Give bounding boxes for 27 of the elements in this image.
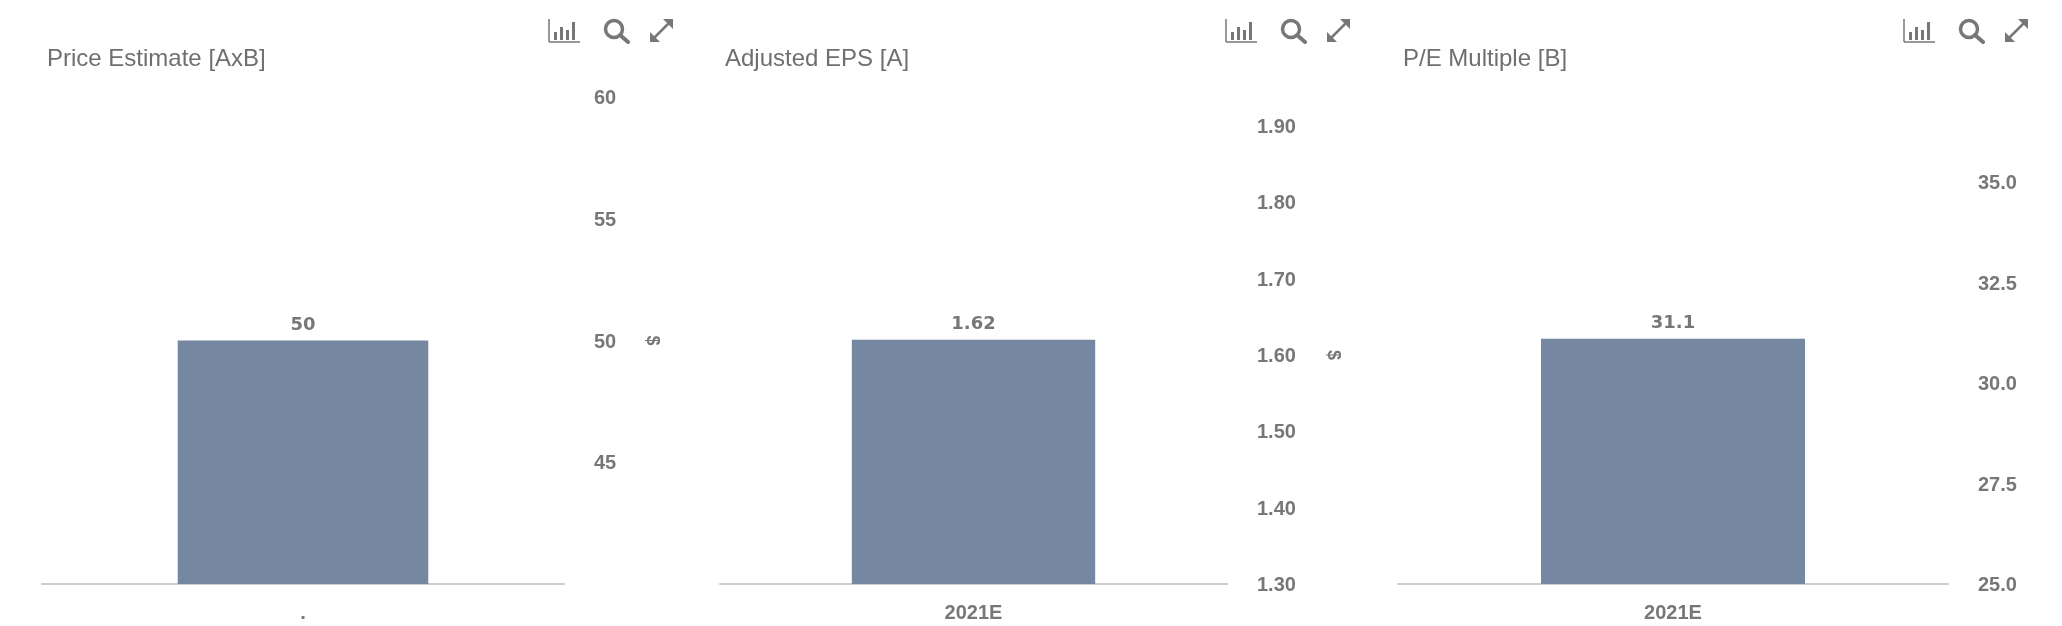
data-label: 1.62 — [951, 312, 996, 334]
y-tick-label: 1.30 — [1257, 573, 1296, 595]
y-tick-label: 35.0 — [1978, 171, 2017, 193]
x-tick-label: 2021E — [1644, 601, 1702, 623]
y-tick-label: 45 — [594, 451, 617, 474]
data-label: 31.1 — [1650, 311, 1696, 333]
y-tick-label: 25.0 — [1978, 573, 2017, 595]
chart-title: Adjusted EPS [A] — [725, 43, 910, 71]
y-tick-label: 30.0 — [1978, 372, 2017, 394]
y-axis-title: $ — [1324, 349, 1344, 361]
x-tick-label: . — [300, 601, 306, 623]
chart-title: P/E Multiple [B] — [1403, 43, 1568, 71]
data-label: 50 — [290, 313, 316, 334]
chart-title: Price Estimate [AxB] — [47, 43, 266, 71]
y-tick-label: 50 — [594, 329, 617, 352]
y-tick-label: 60 — [594, 86, 617, 108]
y-axis-title: $ — [643, 335, 663, 346]
y-tick-label: 1.50 — [1257, 420, 1296, 443]
y-tick-label: 1.90 — [1257, 115, 1296, 137]
y-tick-label: 1.40 — [1257, 496, 1296, 519]
y-tick-label: 32.5 — [1978, 271, 2017, 294]
y-tick-label: 55 — [594, 207, 617, 230]
x-tick-label: 2021E — [944, 601, 1003, 623]
y-tick-label: 1.70 — [1257, 267, 1296, 290]
y-tick-label: 1.60 — [1257, 344, 1296, 366]
y-tick-label: 27.5 — [1978, 472, 2017, 495]
y-tick-label: 1.80 — [1257, 191, 1296, 214]
